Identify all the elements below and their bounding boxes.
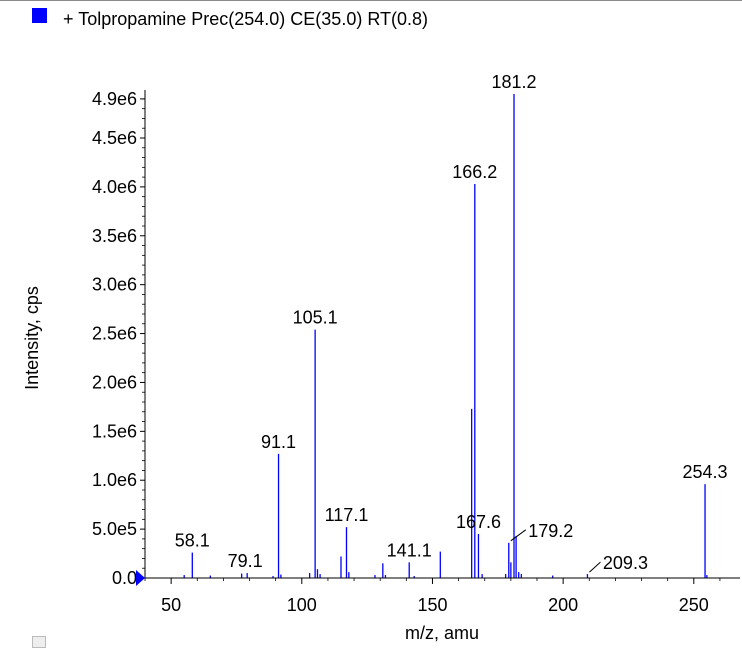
peak-label: 209.3 bbox=[603, 553, 648, 573]
peak-labels: 58.1 79.1 91.1 105.1 117.1 141.1 166.2 167.6 179… bbox=[175, 72, 728, 573]
peak-label: 254.3 bbox=[683, 462, 728, 482]
y-tick-label: 1.5e6 bbox=[92, 421, 137, 441]
peak-label: 105.1 bbox=[293, 308, 338, 328]
x-tick-label: 100 bbox=[287, 595, 317, 615]
x-tick-label: 50 bbox=[161, 595, 181, 615]
x-axis-title: m/z, amu bbox=[405, 623, 479, 643]
axes bbox=[145, 90, 740, 578]
peak-label: 141.1 bbox=[387, 540, 432, 560]
y-tick-label: 4.9e6 bbox=[92, 89, 137, 109]
x-tick-label: 250 bbox=[679, 595, 709, 615]
peak-label: 181.2 bbox=[491, 72, 536, 92]
peak-label: 167.6 bbox=[456, 512, 501, 532]
peak-label: 91.1 bbox=[261, 432, 296, 452]
y-tick-label: 4.5e6 bbox=[92, 128, 137, 148]
y-axis-title: Intensity, cps bbox=[22, 286, 42, 390]
peak-label: 117.1 bbox=[325, 505, 369, 525]
y-tick-label: 2.0e6 bbox=[92, 372, 137, 392]
peak-bars bbox=[184, 94, 707, 578]
peak-label: 166.2 bbox=[452, 162, 497, 182]
label-leader bbox=[511, 530, 526, 541]
corner-handle bbox=[32, 636, 46, 648]
x-tick-label: 150 bbox=[417, 595, 447, 615]
y-tick-label: 5.0e5 bbox=[92, 519, 137, 539]
label-leader bbox=[589, 562, 600, 572]
y-tick-label: 3.5e6 bbox=[92, 226, 137, 246]
peak-label: 58.1 bbox=[175, 531, 210, 551]
y-tick-label: 2.5e6 bbox=[92, 324, 137, 344]
y-tick-label: 3.0e6 bbox=[92, 275, 137, 295]
peak-label: 79.1 bbox=[228, 551, 263, 571]
y-tick-label: 1.0e6 bbox=[92, 470, 137, 490]
origin-marker bbox=[136, 570, 145, 586]
y-tick-label: 0.0 bbox=[112, 568, 137, 588]
x-tick-label: 200 bbox=[548, 595, 578, 615]
peak-label: 179.2 bbox=[528, 521, 573, 541]
y-tick-label: 4.0e6 bbox=[92, 177, 137, 197]
